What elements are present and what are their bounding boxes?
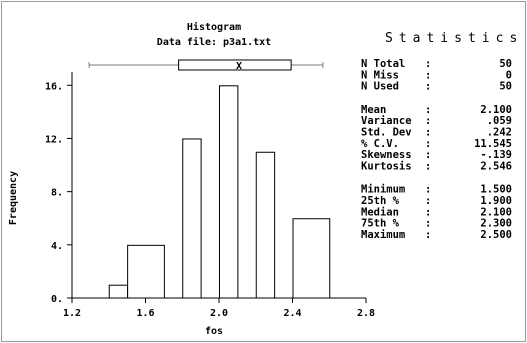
stat-value: 1.500 bbox=[480, 184, 512, 196]
stat-label: Variance bbox=[361, 115, 412, 127]
histogram-bar bbox=[108, 284, 129, 299]
stat-colon: : bbox=[425, 115, 431, 127]
stat-value: 2.100 bbox=[480, 206, 512, 218]
stat-colon: : bbox=[425, 138, 431, 150]
stat-colon: : bbox=[425, 229, 431, 241]
stat-value: 1.900 bbox=[480, 195, 512, 207]
y-axis-label: Frequency bbox=[8, 171, 19, 225]
x-axis-label: fos bbox=[205, 326, 223, 337]
y-tick-label: 12. bbox=[45, 134, 63, 145]
stat-label: Skewness bbox=[361, 149, 412, 161]
chart-title: Histogram bbox=[187, 21, 241, 33]
boxplot-median-marker: X bbox=[236, 61, 242, 72]
x-tick-label: 1.6 bbox=[136, 308, 154, 319]
stat-colon: : bbox=[425, 127, 431, 139]
stat-label: Std. Dev bbox=[361, 127, 412, 139]
stat-label: N Miss bbox=[361, 69, 399, 81]
stat-value: 2.300 bbox=[480, 218, 512, 230]
chart-subtitle: Data file: p3a1.txt bbox=[157, 36, 271, 48]
stat-colon: : bbox=[425, 206, 431, 218]
y-tick-label: 4. bbox=[51, 241, 63, 252]
stat-value: -.139 bbox=[480, 149, 512, 161]
histogram-bar bbox=[182, 138, 202, 299]
stat-label: Median bbox=[361, 206, 399, 218]
stat-colon: : bbox=[425, 184, 431, 196]
stat-value: 50 bbox=[499, 81, 512, 93]
x-tick-label: 2.4 bbox=[283, 308, 301, 319]
stat-label: Maximum bbox=[361, 229, 405, 241]
x-tick-label: 1.2 bbox=[63, 308, 81, 319]
y-tick-label: 16. bbox=[45, 81, 63, 92]
statistics-heading: Statistics bbox=[385, 31, 523, 46]
stat-value: .059 bbox=[487, 115, 512, 127]
stat-colon: : bbox=[425, 149, 431, 161]
y-tick-label: 0. bbox=[51, 294, 63, 305]
stat-label: N Used bbox=[361, 81, 399, 93]
stat-label: % C.V. bbox=[361, 138, 399, 150]
histogram-bar bbox=[219, 85, 239, 299]
y-tick-label: 8. bbox=[51, 188, 63, 199]
x-tick-label: 2.8 bbox=[357, 308, 375, 319]
stat-label: 75th % bbox=[361, 218, 400, 230]
x-tick-label: 2.0 bbox=[210, 308, 228, 319]
stat-label: Minimum bbox=[361, 184, 405, 196]
stat-colon: : bbox=[425, 81, 431, 93]
stat-label: Kurtosis bbox=[361, 160, 412, 172]
boxplot-box bbox=[178, 59, 292, 71]
stat-value: .242 bbox=[487, 127, 512, 139]
stat-value: 2.100 bbox=[480, 104, 512, 116]
stat-value: 2.500 bbox=[480, 229, 512, 241]
stat-value: 0 bbox=[506, 69, 512, 81]
stat-label: N Total bbox=[361, 58, 405, 70]
stat-value: 2.546 bbox=[480, 160, 512, 172]
stat-colon: : bbox=[425, 195, 431, 207]
stat-colon: : bbox=[425, 160, 431, 172]
statistics-panel: N Total: 50 N Miss: 0 N Used: 50 Mean: 2.100 Var… bbox=[361, 58, 512, 241]
plot-area: 0. 4. 8. 12. 16. 1.2 1.6 2.0 2.4 2.8 bbox=[45, 72, 375, 319]
stat-colon: : bbox=[425, 104, 431, 116]
stat-value: 50 bbox=[499, 58, 512, 70]
boxplot: X bbox=[88, 59, 324, 72]
stat-colon: : bbox=[425, 69, 431, 81]
histogram-bar bbox=[255, 151, 276, 299]
stat-label: Mean bbox=[361, 104, 386, 116]
histogram-bar bbox=[127, 244, 165, 299]
stat-label: 25th % bbox=[361, 195, 400, 207]
histogram-bar bbox=[292, 218, 331, 299]
stat-colon: : bbox=[425, 218, 431, 230]
stat-colon: : bbox=[425, 58, 431, 70]
stat-value: 11.545 bbox=[474, 138, 512, 150]
